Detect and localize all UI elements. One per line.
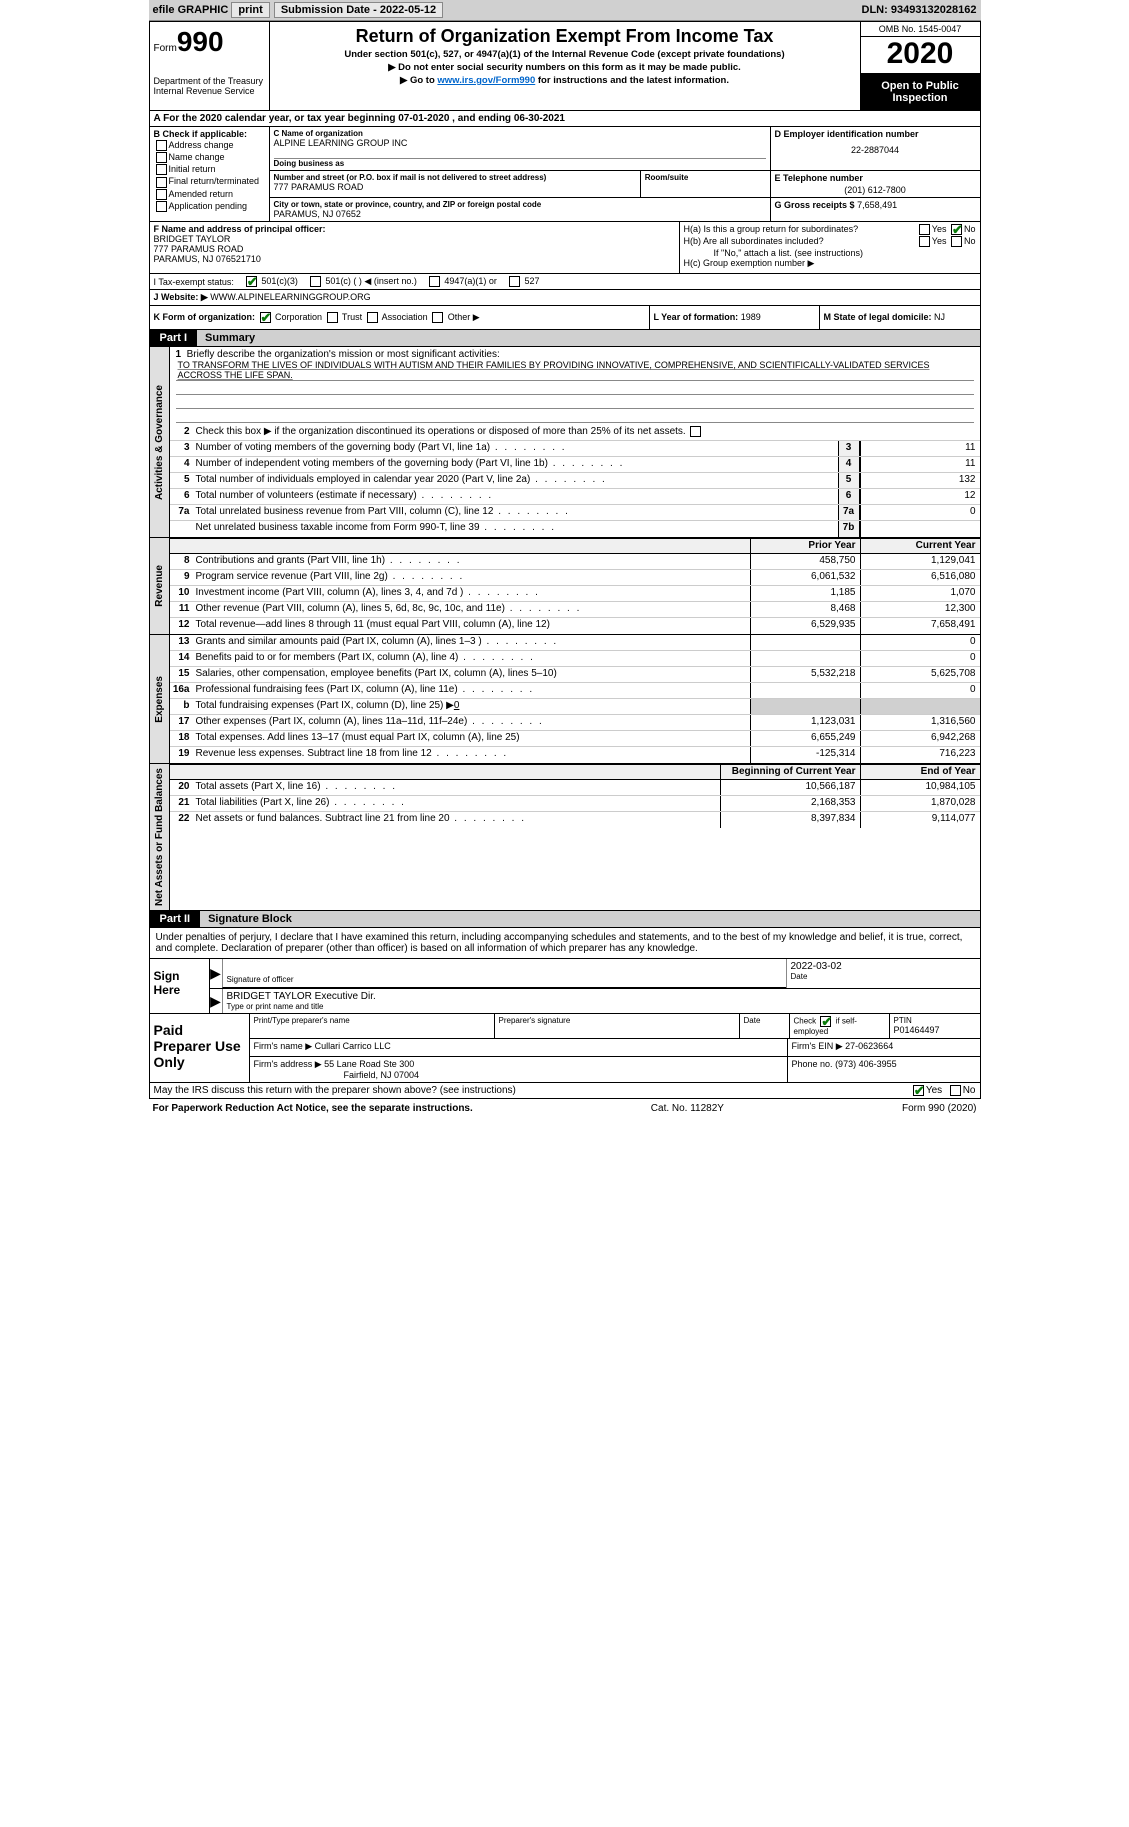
submission-date: Submission Date - 2022-05-12 (274, 2, 443, 18)
gross-receipts: 7,658,491 (857, 200, 897, 210)
omb-number: OMB No. 1545-0047 (861, 22, 980, 37)
chk-501c3[interactable] (246, 276, 257, 287)
chk-ha-no[interactable] (951, 224, 962, 235)
state-domicile: NJ (934, 312, 945, 322)
section-i: I Tax-exempt status: 501(c)(3) 501(c) ( … (149, 274, 981, 290)
paid-preparer-label: Paid Preparer Use Only (150, 1014, 250, 1082)
chk-hb-yes[interactable] (919, 236, 930, 247)
section-j: J Website: ▶ WWW.ALPINELEARNINGGROUP.ORG (149, 290, 981, 306)
part2-title: Signature Block (200, 911, 979, 927)
side-expenses: Expenses (152, 672, 167, 727)
chk-address-change[interactable] (156, 140, 167, 151)
website: WWW.ALPINELEARNINGGROUP.ORG (210, 292, 370, 302)
tax-year-row: A For the 2020 calendar year, or tax yea… (149, 111, 981, 127)
val-line3: 11 (860, 441, 980, 456)
chk-initial-return[interactable] (156, 164, 167, 175)
dept-line2: Internal Revenue Service (154, 86, 265, 96)
part1-title: Summary (197, 330, 979, 346)
ein: 22-2887044 (775, 145, 976, 155)
chk-527[interactable] (509, 276, 520, 287)
chk-final-return[interactable] (156, 177, 167, 188)
sign-here-label: Sign Here (150, 959, 210, 1013)
chk-corporation[interactable] (260, 312, 271, 323)
telephone: (201) 612-7800 (775, 185, 976, 195)
form-sub2: ▶ Do not enter social security numbers o… (278, 62, 852, 73)
top-toolbar: efile GRAPHIC print Submission Date - 20… (149, 0, 981, 21)
hdr-begin-year: Beginning of Current Year (720, 765, 860, 779)
year-formation: 1989 (741, 312, 761, 322)
street-address: 777 PARAMUS ROAD (274, 182, 636, 192)
chk-application-pending[interactable] (156, 201, 167, 212)
form-prefix: Form (154, 43, 177, 54)
sig-date: 2022-03-02 (791, 961, 976, 972)
section-h: H(a) Is this a group return for subordin… (680, 222, 980, 273)
firm-addr1: 55 Lane Road Ste 300 (324, 1059, 414, 1069)
side-activities: Activities & Governance (152, 381, 167, 504)
chk-501c[interactable] (310, 276, 321, 287)
side-revenue: Revenue (152, 561, 167, 611)
chk-name-change[interactable] (156, 152, 167, 163)
val-line4: 11 (860, 457, 980, 472)
val-line7a: 0 (860, 505, 980, 520)
form-sub1: Under section 501(c), 527, or 4947(a)(1)… (278, 49, 852, 60)
org-name: ALPINE LEARNING GROUP INC (274, 138, 766, 148)
dept-line1: Department of the Treasury (154, 76, 265, 86)
officer-name-title: BRIDGET TAYLOR Executive Dir. (227, 991, 976, 1002)
chk-discontinued[interactable] (690, 426, 701, 437)
form-footer: Form 990 (2020) (902, 1103, 976, 1114)
chk-4947[interactable] (429, 276, 440, 287)
part1-header: Part I (150, 330, 198, 346)
cat-number: Cat. No. 11282Y (651, 1103, 724, 1114)
chk-ha-yes[interactable] (919, 224, 930, 235)
print-button[interactable]: print (231, 2, 269, 18)
firm-phone: (973) 406-3955 (835, 1059, 897, 1069)
chk-trust[interactable] (327, 312, 338, 323)
chk-discuss-yes[interactable] (913, 1085, 924, 1096)
section-b: B Check if applicable: Address change Na… (150, 127, 270, 221)
form-header: Form990 Department of the Treasury Inter… (149, 21, 981, 111)
form-title: Return of Organization Exempt From Incom… (278, 26, 852, 47)
hdr-prior-year: Prior Year (750, 539, 860, 553)
val-line6: 12 (860, 489, 980, 504)
mission-text: TO TRANSFORM THE LIVES OF INDIVIDUALS WI… (176, 360, 974, 381)
perjury-declaration: Under penalties of perjury, I declare th… (150, 928, 980, 959)
firm-addr2: Fairfield, NJ 07004 (344, 1070, 420, 1080)
chk-hb-no[interactable] (951, 236, 962, 247)
hdr-end-year: End of Year (860, 765, 980, 779)
officer-name: BRIDGET TAYLOR (154, 234, 675, 244)
val-line7b (860, 521, 980, 537)
efile-label: efile GRAPHIC (153, 4, 229, 16)
city-state-zip: PARAMUS, NJ 07652 (274, 209, 766, 219)
form-number: 990 (177, 26, 224, 57)
chk-amended[interactable] (156, 189, 167, 200)
part2-header: Part II (150, 911, 201, 927)
section-k: K Form of organization: Corporation Trus… (150, 306, 650, 329)
irs-link[interactable]: www.irs.gov/Form990 (437, 75, 535, 86)
tax-year: 2020 (861, 37, 980, 74)
val-line5: 132 (860, 473, 980, 488)
chk-other[interactable] (432, 312, 443, 323)
firm-name: Cullari Carrico LLC (315, 1041, 391, 1051)
open-inspection: Open to Public Inspection (861, 74, 980, 110)
chk-self-employed[interactable] (820, 1016, 831, 1027)
dln: DLN: 93493132028162 (862, 4, 977, 16)
firm-ein: 27-0623664 (845, 1041, 893, 1051)
section-f: F Name and address of principal officer:… (150, 222, 680, 273)
side-net-assets: Net Assets or Fund Balances (152, 764, 167, 910)
hdr-current-year: Current Year (860, 539, 980, 553)
paperwork-notice: For Paperwork Reduction Act Notice, see … (153, 1103, 473, 1114)
ptin: P01464497 (894, 1025, 976, 1035)
chk-association[interactable] (367, 312, 378, 323)
chk-discuss-no[interactable] (950, 1085, 961, 1096)
